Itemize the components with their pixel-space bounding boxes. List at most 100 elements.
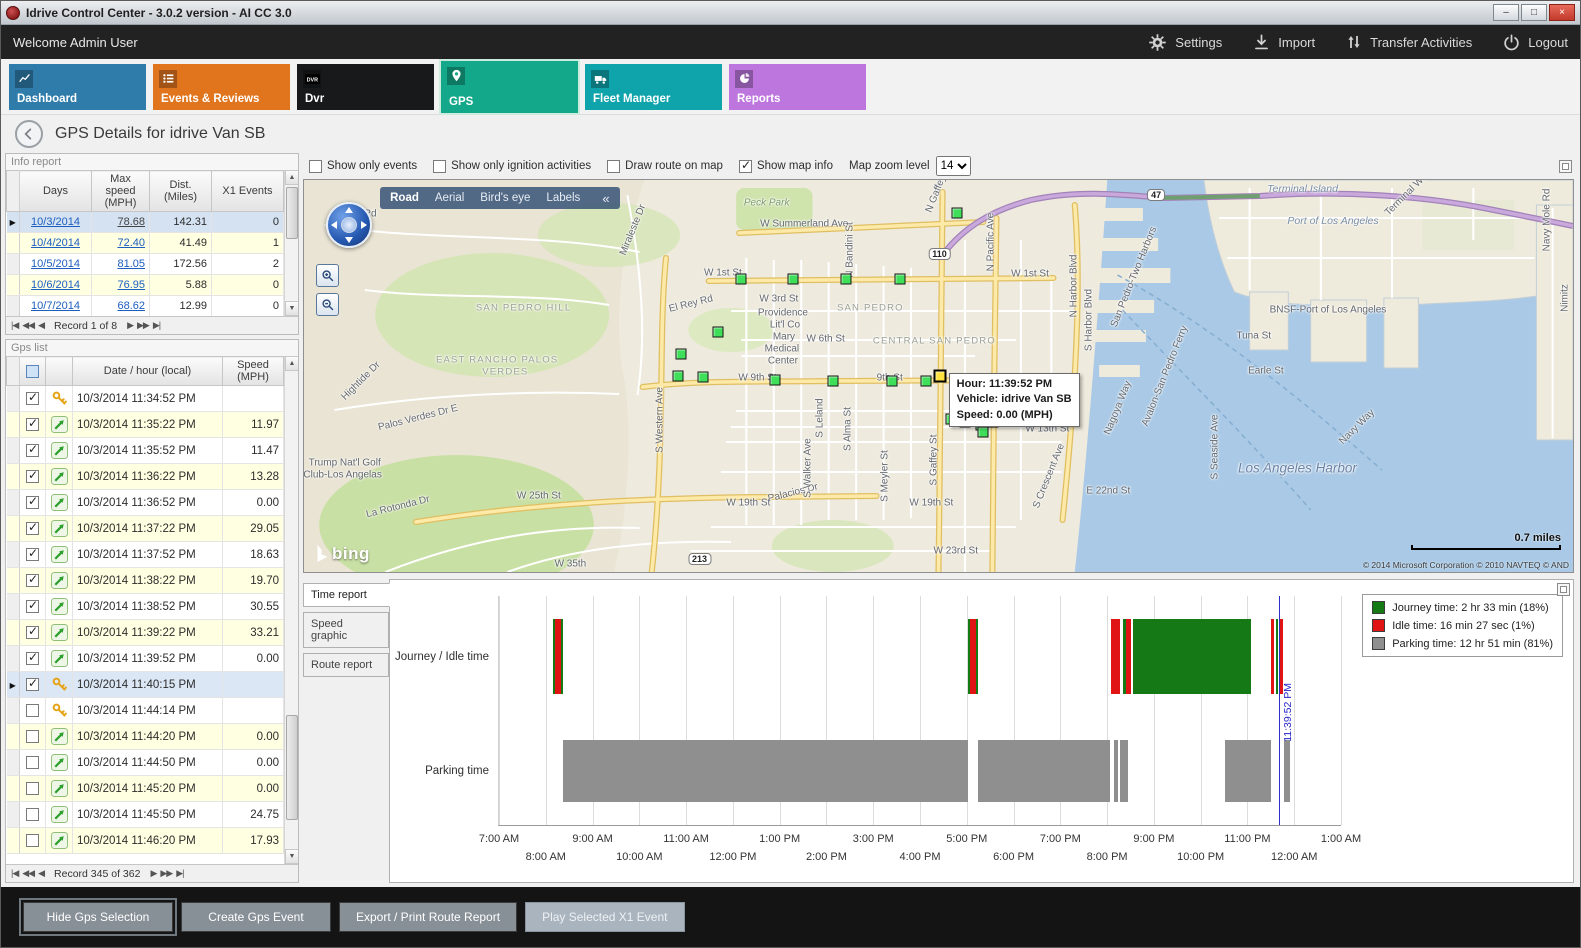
import-button[interactable]: Import <box>1252 33 1315 52</box>
max-speed-link[interactable]: 81.05 <box>117 258 145 270</box>
column-header-x1-events[interactable]: X1 Events <box>211 170 284 212</box>
option-show-map-info[interactable]: Show map info <box>738 158 833 173</box>
option-draw-route-on-map[interactable]: Draw route on map <box>607 159 723 173</box>
checkbox-icon[interactable] <box>309 159 322 173</box>
tab-fleet-manager[interactable]: Fleet Manager <box>585 63 722 110</box>
max-speed-link[interactable]: 72.40 <box>117 237 145 249</box>
hide-gps-selection-button[interactable]: Hide Gps Selection <box>19 898 177 936</box>
gps-row-checkbox[interactable] <box>26 572 39 587</box>
report-tab-route-report[interactable]: Route report <box>303 653 389 677</box>
gps-marker[interactable] <box>697 371 709 383</box>
tab-events-reviews[interactable]: Events & Reviews <box>153 63 290 110</box>
close-button[interactable]: × <box>1549 4 1575 21</box>
play-selected-x1-event-button[interactable]: Play Selected X1 Event <box>525 902 685 932</box>
gps-row[interactable]: ▶10/3/2014 11:40:15 PM <box>6 671 284 698</box>
gps-marker[interactable] <box>787 273 799 285</box>
map-toolbar-collapse-icon[interactable]: « <box>602 190 610 206</box>
option-show-only-events[interactable]: Show only events <box>309 159 417 173</box>
gps-row[interactable]: 10/3/2014 11:46:20 PM 17.93 <box>6 827 284 854</box>
tab-dashboard[interactable]: Dashboard <box>9 63 146 110</box>
zoom-out-button[interactable] <box>316 293 339 316</box>
gps-marker[interactable] <box>894 273 906 285</box>
zoom-in-button[interactable] <box>316 264 339 287</box>
gps-scrollbar[interactable]: ▲ ▼ <box>284 356 298 864</box>
gps-marker[interactable] <box>827 375 839 387</box>
gps-row-checkbox[interactable] <box>26 416 39 431</box>
gps-row-checkbox[interactable] <box>26 624 39 639</box>
report-tab-time-report[interactable]: Time report <box>303 583 390 607</box>
gps-row[interactable]: 10/3/2014 11:44:20 PM 0.00 <box>6 723 284 750</box>
gps-marker[interactable] <box>951 207 963 219</box>
nav-next-button[interactable]: ▶ <box>127 320 134 330</box>
max-speed-link[interactable]: 78.68 <box>117 216 145 228</box>
gps-row[interactable]: 10/3/2014 11:44:14 PM <box>6 697 284 724</box>
gps-row[interactable]: 10/3/2014 11:34:52 PM <box>6 385 284 412</box>
gps-row-checkbox[interactable] <box>26 390 39 405</box>
gps-row-checkbox[interactable] <box>26 546 39 561</box>
max-speed-link[interactable]: 76.95 <box>117 279 145 291</box>
max-speed-link[interactable]: 68.62 <box>117 300 145 312</box>
gps-row[interactable]: 10/3/2014 11:45:50 PM 24.75 <box>6 801 284 828</box>
column-header-speed[interactable]: Speed (MPH) <box>222 356 284 386</box>
scroll-down-icon[interactable]: ▼ <box>285 301 298 316</box>
gps-row[interactable]: 10/3/2014 11:36:52 PM0.00 <box>6 489 284 516</box>
table-row[interactable]: ▶ 10/3/2014 78.68 142.31 0 <box>6 211 284 233</box>
day-link[interactable]: 10/5/2014 <box>31 258 80 270</box>
nav-next-button[interactable]: ▶| <box>152 320 161 330</box>
gps-row-checkbox[interactable] <box>26 704 39 717</box>
gps-marker[interactable] <box>735 273 747 285</box>
gps-row-checkbox[interactable] <box>26 756 39 769</box>
select-all-checkbox[interactable] <box>26 364 39 378</box>
column-header-days[interactable]: Days <box>19 170 92 212</box>
gps-row-checkbox[interactable] <box>26 650 39 665</box>
day-link[interactable]: 10/4/2014 <box>31 237 80 249</box>
minimize-button[interactable]: – <box>1493 4 1519 21</box>
table-row[interactable]: 10/4/2014 72.40 41.49 1 <box>6 232 284 254</box>
back-button[interactable] <box>15 120 43 148</box>
tab-gps[interactable]: GPS <box>439 58 580 115</box>
gps-marker[interactable] <box>769 374 781 386</box>
settings-button[interactable]: Settings <box>1147 32 1222 53</box>
gps-marker[interactable] <box>886 375 898 387</box>
select-all-header[interactable] <box>19 356 46 386</box>
nav-next-button[interactable]: ▶ <box>150 868 157 878</box>
tab-dvr[interactable]: DVR Dvr <box>297 63 434 110</box>
map-style-bird-s-eye[interactable]: Bird's eye <box>480 192 531 204</box>
gps-marker[interactable] <box>675 348 687 360</box>
nav-next-button[interactable]: ▶▶ <box>160 868 173 878</box>
checkbox-icon[interactable] <box>738 158 752 173</box>
nav-next-button[interactable]: ▶▶ <box>137 320 150 330</box>
gps-row-checkbox[interactable] <box>26 808 39 821</box>
nav-prev-button[interactable]: ◀◀ <box>22 868 35 878</box>
gps-row-checkbox[interactable] <box>26 468 39 483</box>
gps-marker[interactable] <box>712 326 724 338</box>
gps-row-checkbox[interactable] <box>26 442 39 457</box>
gps-row[interactable]: 10/3/2014 11:44:50 PM 0.00 <box>6 749 284 776</box>
map-options-collapse-button[interactable] <box>1559 159 1572 173</box>
column-header-dist[interactable]: Dist. (Miles) <box>149 170 212 212</box>
export-print-route-report-button[interactable]: Export / Print Route Report <box>339 902 518 932</box>
table-row[interactable]: 10/6/2014 76.95 5.88 0 <box>6 274 284 296</box>
tab-reports[interactable]: Reports <box>729 63 866 110</box>
create-gps-event-button[interactable]: Create Gps Event <box>181 902 331 932</box>
transfer-activities-button[interactable]: Transfer Activities <box>1345 33 1472 51</box>
gps-row-checkbox[interactable] <box>26 598 39 613</box>
nav-prev-button[interactable]: |◀ <box>11 868 19 878</box>
nav-prev-button[interactable]: |◀ <box>11 320 19 330</box>
gps-marker[interactable] <box>672 370 684 382</box>
checkbox-icon[interactable] <box>607 159 621 173</box>
nav-prev-button[interactable]: ◀◀ <box>22 320 35 330</box>
map-style-labels[interactable]: Labels <box>546 192 581 204</box>
day-link[interactable]: 10/3/2014 <box>31 216 80 228</box>
gps-row-checkbox[interactable] <box>26 494 39 509</box>
map-zoom-select[interactable]: 14 <box>935 156 971 176</box>
info-scrollbar[interactable]: ▲ ▼ <box>284 170 298 316</box>
scroll-up-icon[interactable]: ▲ <box>285 356 298 371</box>
day-link[interactable]: 10/7/2014 <box>31 300 80 312</box>
